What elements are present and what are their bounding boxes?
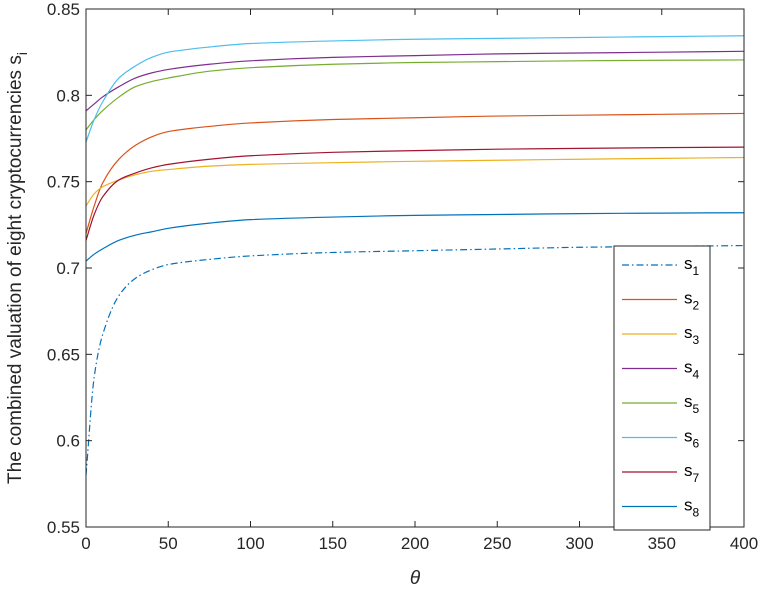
y-axis-title-main: The combined valuation of eight cryptocu…	[5, 55, 26, 484]
series-line-s7	[85, 146, 745, 241]
y-tick-label: 0.75	[47, 173, 80, 192]
y-tick-label: 0.7	[56, 259, 80, 278]
y-tick-label: 0.65	[47, 345, 80, 364]
series-line-s5	[85, 59, 745, 131]
y-axis-title: The combined valuation of eight cryptocu…	[5, 52, 30, 484]
y-tick-label: 0.6	[56, 432, 80, 451]
y-tick-label: 0.8	[56, 86, 80, 105]
x-tick-label: 400	[730, 534, 758, 553]
y-tick-label: 0.85	[47, 0, 80, 19]
legend-label-s2: s2	[684, 289, 700, 313]
y-tick-label: 0.55	[47, 518, 80, 537]
series-line-s6	[85, 35, 745, 143]
legend-label-s7: s7	[684, 461, 700, 485]
legend-label-s1: s1	[684, 254, 700, 278]
legend-label-s6: s6	[684, 427, 700, 451]
x-axis-title: θ	[410, 568, 421, 589]
legend-label-s5: s5	[684, 392, 700, 416]
x-tick-label: 50	[159, 534, 178, 553]
series-line-s4	[85, 50, 745, 112]
x-tick-label: 250	[483, 534, 511, 553]
x-tick-label: 300	[565, 534, 593, 553]
legend: s1 s2 s3 s4 s5 s6 s7 s8	[613, 245, 711, 531]
x-tick-label: 150	[319, 534, 347, 553]
legend-box	[613, 245, 711, 531]
series-line-s1	[85, 244, 745, 476]
series-layer	[85, 35, 745, 476]
x-tick-label: 0	[81, 534, 90, 553]
x-tick-label: 350	[648, 534, 676, 553]
x-tick-label: 100	[236, 534, 264, 553]
x-tick-label: 200	[401, 534, 429, 553]
legend-label-s4: s4	[684, 358, 700, 382]
series-line-s2	[85, 112, 745, 234]
series-line-s8	[85, 212, 745, 262]
series-line-s3	[85, 156, 745, 207]
legend-label-s8: s8	[684, 496, 700, 520]
y-axis-title-subscript: i	[14, 52, 30, 55]
legend-label-s3: s3	[684, 323, 700, 347]
tick-layer: 0 50 100 150 200 250 300 350 400 0.55 0.6 0.65 0.7 0.…	[47, 0, 758, 553]
